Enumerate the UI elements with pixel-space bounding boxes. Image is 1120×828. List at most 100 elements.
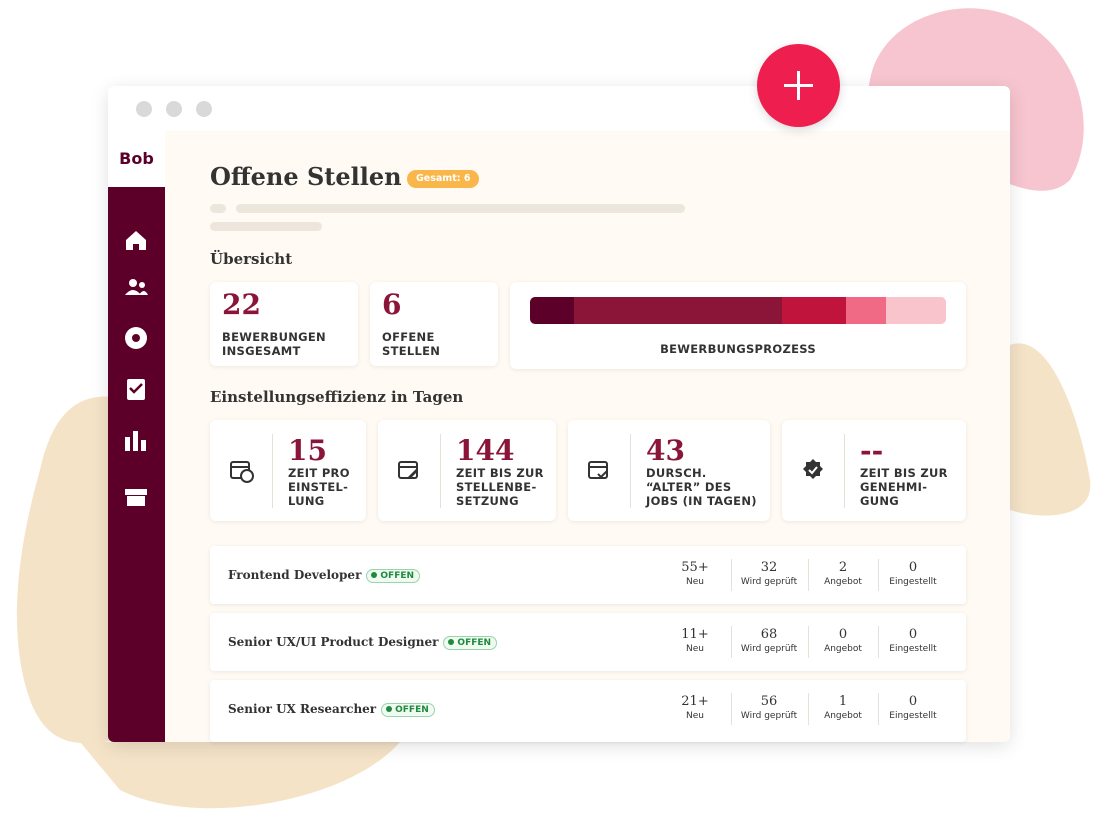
stat-value: 6 xyxy=(382,288,402,321)
efficiency-card: -- ZEIT BIS ZUR GENEHMI- GUNG xyxy=(782,420,966,521)
page-title: Offene Stellen xyxy=(210,162,402,191)
efficiency-label: ZEIT BIS ZUR xyxy=(860,466,948,480)
job-stat-label: Eingestellt xyxy=(889,644,937,654)
job-title-text: Senior UX/UI Product Designer xyxy=(228,635,439,649)
job-stat-label: Eingestellt xyxy=(889,711,937,721)
job-stat-value: 0 xyxy=(908,560,918,575)
logo: Bob xyxy=(108,131,165,187)
job-stat: 68 Wird geprüft xyxy=(734,627,804,654)
job-stat: 0 Eingestellt xyxy=(878,560,948,587)
divider xyxy=(808,626,809,658)
job-stat: 0 Eingestellt xyxy=(878,694,948,721)
divider xyxy=(731,693,732,725)
stat-card: 6 OFFENE STELLEN xyxy=(370,282,498,366)
efficiency-label: LUNG xyxy=(288,494,325,508)
efficiency-card: 43 DURSCH. “ALTER” DES JOBS (IN TAGEN) xyxy=(568,420,770,521)
job-stat-value: 32 xyxy=(760,560,778,575)
divider xyxy=(630,434,631,508)
gift-icon[interactable] xyxy=(125,489,147,506)
job-stat-label: Angebot xyxy=(824,577,862,587)
job-stat-label: Neu xyxy=(686,644,704,654)
efficiency-card: 15 ZEIT PRO EINSTEL- LUNG xyxy=(210,420,366,521)
efficiency-value: -- xyxy=(860,434,884,467)
status-badge: OFFEN xyxy=(366,569,421,583)
job-stat-value: 0 xyxy=(908,627,918,642)
job-stat-value: 2 xyxy=(838,560,848,575)
efficiency-card: 144 ZEIT BIS ZUR STELLENBE- SETZUNG xyxy=(378,420,556,521)
job-row[interactable]: Senior UX Researcher OFFEN 21+ Neu 56 Wird ge… xyxy=(210,680,966,742)
job-stat: 0 Eingestellt xyxy=(878,627,948,654)
stat-label: OFFENE xyxy=(382,330,435,344)
efficiency-label: EINSTEL- xyxy=(288,480,349,494)
job-stat-value: 0 xyxy=(908,694,918,709)
card-icon xyxy=(586,457,612,487)
card-icon xyxy=(228,457,254,487)
sidebar xyxy=(108,187,165,742)
job-stat: 55+ Neu xyxy=(660,560,730,587)
job-stat: 32 Wird geprüft xyxy=(734,560,804,587)
process-label: BEWERBUNGSPROZESS xyxy=(660,342,816,356)
stat-label: STELLEN xyxy=(382,344,441,358)
stat-value: 22 xyxy=(222,288,261,321)
stat-card: 22 BEWERBUNGEN INSGESAMT xyxy=(210,282,358,366)
job-stat-label: Wird geprüft xyxy=(740,577,798,587)
job-stat: 11+ Neu xyxy=(660,627,730,654)
add-button[interactable] xyxy=(757,44,840,127)
job-row[interactable]: Frontend Developer OFFEN 55+ Neu 32 Wird gepr… xyxy=(210,546,966,604)
people-icon[interactable] xyxy=(125,279,148,295)
efficiency-value: 144 xyxy=(456,434,515,467)
stat-label: INSGESAMT xyxy=(222,344,301,358)
job-stat-value: 68 xyxy=(760,627,778,642)
chart-icon[interactable] xyxy=(125,431,146,451)
job-stat: 0 Angebot xyxy=(808,627,878,654)
job-title: Senior UX Researcher OFFEN xyxy=(228,702,435,717)
section-heading: Übersicht xyxy=(210,250,293,268)
divider xyxy=(272,434,273,508)
job-stat-label: Neu xyxy=(686,577,704,587)
job-stat-label: Angebot xyxy=(824,644,862,654)
job-stat: 56 Wird geprüft xyxy=(734,694,804,721)
job-row[interactable]: Senior UX/UI Product Designer OFFEN 11+ Neu… xyxy=(210,613,966,671)
status-badge: OFFEN xyxy=(381,703,435,717)
divider xyxy=(731,626,732,658)
divider xyxy=(808,693,809,725)
efficiency-label: ZEIT PRO xyxy=(288,466,350,480)
job-stat: 21+ Neu xyxy=(660,694,730,721)
job-stat-value: 21+ xyxy=(681,694,709,709)
divider xyxy=(731,559,732,591)
job-stat-value: 56 xyxy=(760,694,778,709)
efficiency-label: ZEIT BIS ZUR xyxy=(456,466,544,480)
job-title: Frontend Developer OFFEN xyxy=(228,568,421,583)
efficiency-label: SETZUNG xyxy=(456,494,519,508)
job-stat: 1 Angebot xyxy=(808,694,878,721)
job-stat-label: Eingestellt xyxy=(889,577,937,587)
efficiency-value: 15 xyxy=(288,434,327,467)
efficiency-label: DURSCH. xyxy=(646,466,707,480)
job-stat-label: Neu xyxy=(686,711,704,721)
stat-label: BEWERBUNGEN xyxy=(222,330,326,344)
divider xyxy=(878,693,879,725)
efficiency-label: GUNG xyxy=(860,494,900,508)
job-title: Senior UX/UI Product Designer OFFEN xyxy=(228,635,498,650)
total-badge: Gesamt: 6 xyxy=(407,170,480,188)
divider xyxy=(440,434,441,508)
efficiency-label: GENEHMI- xyxy=(860,480,928,494)
efficiency-value: 43 xyxy=(646,434,685,467)
job-title-text: Senior UX Researcher xyxy=(228,702,377,716)
efficiency-label: “ALTER” DES xyxy=(646,480,732,494)
job-title-text: Frontend Developer xyxy=(228,568,362,582)
process-card: BEWERBUNGSPROZESS xyxy=(510,282,966,369)
card-icon xyxy=(800,457,826,487)
job-stat-value: 55+ xyxy=(681,560,709,575)
home-icon[interactable] xyxy=(126,231,146,250)
card-icon xyxy=(396,457,422,487)
job-stat-value: 1 xyxy=(838,694,848,709)
process-bar xyxy=(530,297,946,324)
section-heading: Einstellungseffizienz in Tagen xyxy=(210,388,464,406)
divider xyxy=(844,434,845,508)
divider xyxy=(878,559,879,591)
efficiency-label: JOBS (IN TAGEN) xyxy=(646,494,757,508)
job-stat: 2 Angebot xyxy=(808,560,878,587)
job-stat-label: Angebot xyxy=(824,711,862,721)
